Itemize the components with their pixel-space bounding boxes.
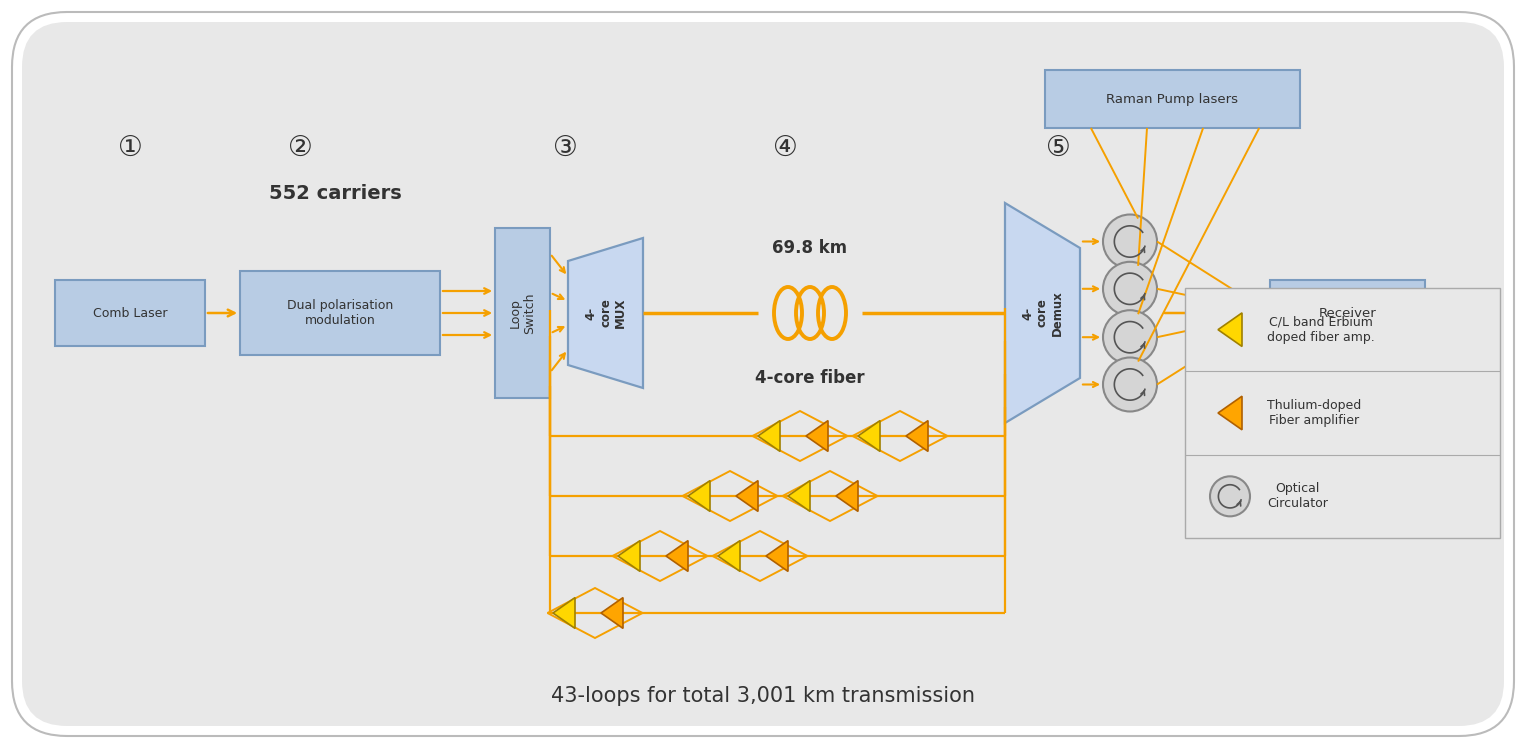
Polygon shape: [618, 541, 639, 571]
Text: ④: ④: [772, 134, 798, 162]
Text: ①: ①: [118, 134, 142, 162]
Polygon shape: [736, 481, 758, 512]
Polygon shape: [806, 420, 829, 451]
Text: Dual polarisation
modulation: Dual polarisation modulation: [287, 299, 394, 327]
Text: ②: ②: [287, 134, 313, 162]
Circle shape: [1103, 262, 1157, 316]
Text: ⑤: ⑤: [1045, 134, 1070, 162]
Text: 552 carriers: 552 carriers: [269, 183, 401, 203]
Text: 4-core fiber: 4-core fiber: [755, 369, 865, 387]
Circle shape: [1103, 310, 1157, 364]
Polygon shape: [787, 481, 810, 512]
Circle shape: [1210, 476, 1250, 516]
Polygon shape: [1006, 203, 1080, 423]
Polygon shape: [688, 481, 710, 512]
FancyBboxPatch shape: [240, 271, 439, 355]
Text: ③: ③: [552, 134, 577, 162]
Polygon shape: [719, 541, 740, 571]
Text: Loop
Switch: Loop Switch: [508, 292, 537, 334]
FancyBboxPatch shape: [1186, 288, 1500, 538]
Polygon shape: [858, 420, 881, 451]
Text: Thulium-doped
Fiber amplifier: Thulium-doped Fiber amplifier: [1267, 399, 1361, 427]
FancyBboxPatch shape: [55, 280, 204, 346]
Text: Receiver: Receiver: [1318, 307, 1376, 319]
Text: 43-loops for total 3,001 km transmission: 43-loops for total 3,001 km transmission: [551, 686, 975, 706]
Polygon shape: [665, 541, 688, 571]
Polygon shape: [552, 598, 575, 628]
Text: Raman Pump lasers: Raman Pump lasers: [1106, 93, 1239, 105]
FancyBboxPatch shape: [12, 12, 1514, 736]
Polygon shape: [1218, 313, 1242, 346]
Polygon shape: [1218, 396, 1242, 430]
Text: Comb Laser: Comb Laser: [93, 307, 168, 319]
Text: 4-
core
Demux: 4- core Demux: [1021, 290, 1064, 336]
Text: Optical
Circulator: Optical Circulator: [1267, 482, 1328, 510]
FancyBboxPatch shape: [1045, 70, 1300, 128]
Polygon shape: [836, 481, 858, 512]
FancyBboxPatch shape: [494, 228, 549, 398]
Polygon shape: [766, 541, 787, 571]
Polygon shape: [601, 598, 623, 628]
Polygon shape: [758, 420, 780, 451]
Polygon shape: [906, 420, 928, 451]
Circle shape: [1103, 358, 1157, 411]
Text: 4-
core
MUX: 4- core MUX: [584, 298, 627, 328]
Text: C/L band Erbium
doped fiber amp.: C/L band Erbium doped fiber amp.: [1267, 316, 1375, 343]
Polygon shape: [568, 238, 642, 388]
Circle shape: [1103, 215, 1157, 269]
FancyBboxPatch shape: [21, 22, 1505, 726]
FancyBboxPatch shape: [1270, 280, 1425, 346]
Text: 69.8 km: 69.8 km: [772, 239, 847, 257]
